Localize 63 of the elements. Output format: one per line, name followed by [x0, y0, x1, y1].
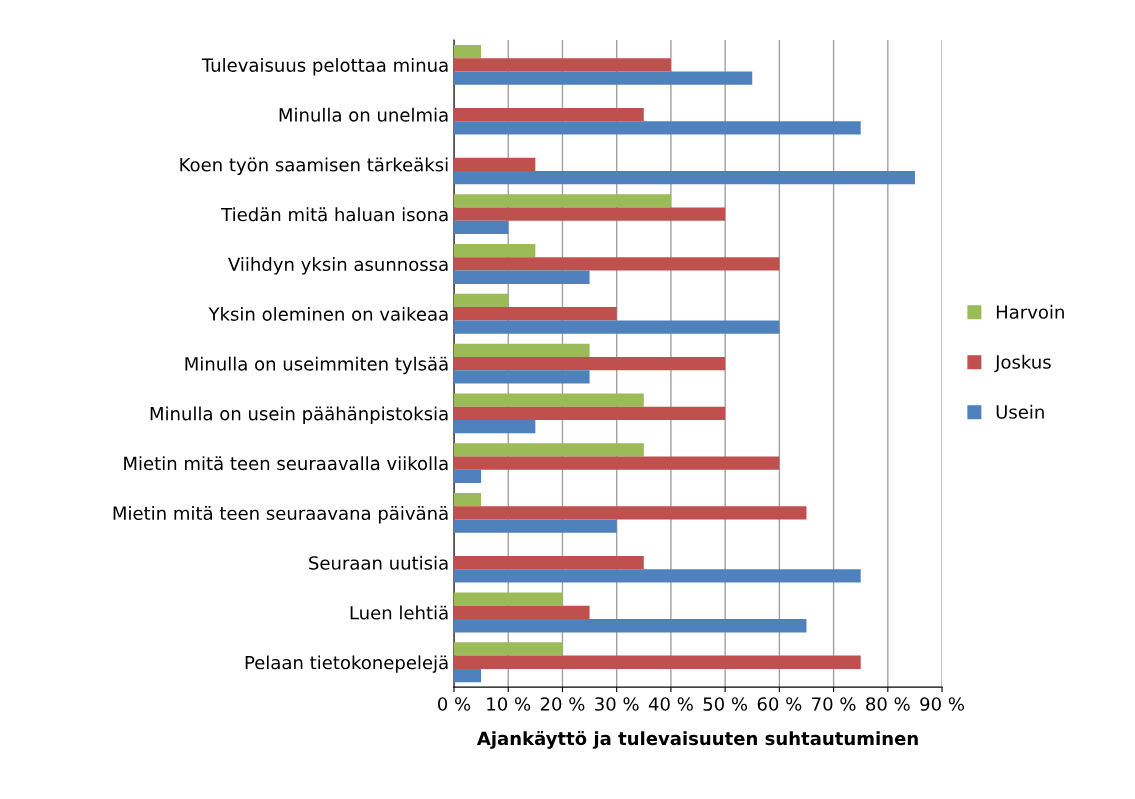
x-tick-label: 60 %	[757, 697, 802, 711]
legend-label: Harvoin	[996, 304, 1064, 319]
legend-label: Joskus	[994, 354, 1051, 373]
bar	[454, 44, 482, 59]
bar	[454, 469, 482, 484]
legend-label: Usein	[996, 404, 1044, 419]
bar	[454, 456, 780, 470]
x-tick-label: 40 %	[648, 697, 693, 711]
x-tick-label: 50 %	[703, 697, 748, 711]
x-tick-label: 80 %	[866, 697, 910, 711]
bar	[454, 220, 509, 235]
bar	[454, 642, 563, 656]
x-tick-label: 20 %	[540, 697, 585, 711]
bar	[454, 107, 644, 122]
bar	[454, 257, 780, 271]
y-tick-label: Luen lehtiä	[350, 605, 448, 620]
x-axis-title: Ajankäyttö ja tulevaisuuten suhtautuminen	[476, 731, 918, 749]
bar	[454, 320, 780, 334]
y-tick-label: Tiedän mitä haluan isona	[221, 207, 448, 222]
y-tick-label: Tulevaisuus pelottaa minua	[201, 57, 448, 76]
bar	[454, 194, 671, 208]
bar	[454, 370, 590, 384]
bar	[454, 592, 563, 606]
x-tick-label: 10 %	[487, 697, 531, 711]
bar	[454, 171, 915, 185]
bar	[454, 343, 590, 357]
y-tick-label: Minulla on useimmiten tylsää	[185, 356, 448, 375]
bar	[454, 556, 644, 570]
y-tick-label: Seuraan uutisia	[309, 555, 448, 570]
y-tick-label: Mietin mitä teen seuraavalla viikolla	[124, 456, 448, 471]
bar	[454, 157, 536, 172]
bar	[454, 356, 726, 371]
x-tick-label: 0 %	[438, 697, 471, 711]
bar	[454, 668, 482, 683]
bar	[454, 393, 644, 407]
bar	[454, 207, 726, 221]
y-tick-label: Minulla on usein päähänpistoksia	[150, 406, 448, 424]
bar	[454, 506, 807, 520]
bar	[454, 58, 671, 72]
y-tick-label: Viihdyn yksin asunnossa	[228, 257, 448, 275]
y-tick-label: Yksin oleminen on vaikeaa	[208, 306, 448, 321]
y-tick-label: Pelaan tietokonepelejä	[245, 655, 448, 673]
y-tick-label: Mietin mitä teen seuraavana päivänä	[113, 506, 448, 524]
x-tick-label: 90 %	[920, 697, 964, 711]
bar	[454, 443, 644, 457]
bar	[454, 121, 861, 135]
bar	[454, 619, 807, 633]
x-tick-label: 30 %	[595, 697, 639, 711]
bar	[454, 71, 753, 85]
bar	[454, 293, 509, 308]
bar	[454, 519, 617, 533]
bar	[454, 307, 617, 321]
x-tick-label: 70 %	[812, 697, 856, 711]
bar	[454, 569, 861, 583]
bar	[454, 419, 536, 434]
bar	[454, 270, 590, 284]
bar	[454, 655, 861, 669]
y-tick-label: Minulla on unelmia	[279, 107, 448, 122]
bar	[454, 244, 536, 258]
bar	[454, 492, 482, 507]
y-tick-label: Koen työn saamisen tärkeäksi	[180, 157, 448, 176]
bar	[454, 406, 726, 420]
bar	[454, 605, 590, 620]
